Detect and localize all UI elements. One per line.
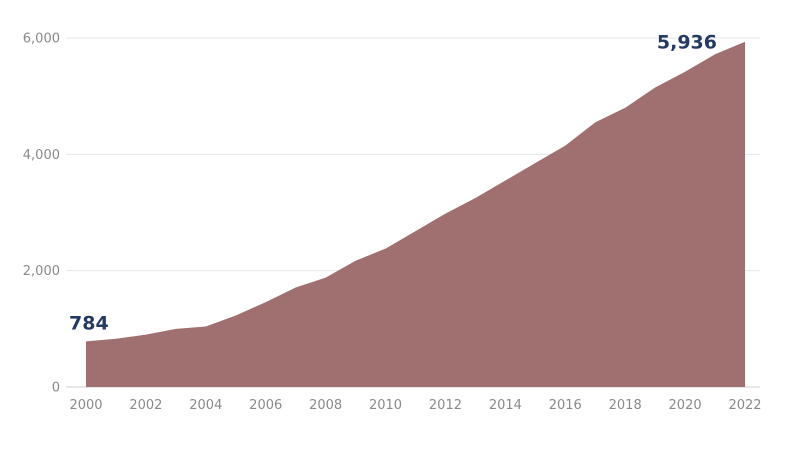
x-tick-label: 2000	[69, 398, 102, 413]
x-tick-label: 2008	[309, 398, 342, 413]
x-tick-label: 2014	[489, 398, 522, 413]
x-tick-label: 2002	[129, 398, 162, 413]
area-series	[86, 41, 745, 388]
x-tick-label: 2020	[669, 398, 702, 413]
x-tick-label: 2004	[189, 398, 222, 413]
x-tick-label: 2018	[609, 398, 642, 413]
y-tick-label: 6,000	[23, 32, 60, 47]
x-tick-label: 2022	[728, 398, 761, 413]
y-tick-label: 0	[52, 381, 60, 396]
x-tick-label: 2010	[369, 398, 402, 413]
end-value-label: 5,936	[657, 32, 717, 54]
start-value-label: 784	[69, 312, 109, 334]
y-tick-label: 2,000	[23, 264, 60, 279]
axes: 0 2,000 4,000 6,000 2000 2002 2004 2006 2008 2010…	[23, 32, 762, 414]
area-fill	[86, 41, 745, 388]
x-tick-label: 2012	[429, 398, 462, 413]
x-tick-label: 2006	[249, 398, 282, 413]
annotations: 784 5,936	[69, 32, 717, 335]
x-tick-label: 2016	[549, 398, 582, 413]
y-tick-label: 4,000	[23, 148, 60, 163]
